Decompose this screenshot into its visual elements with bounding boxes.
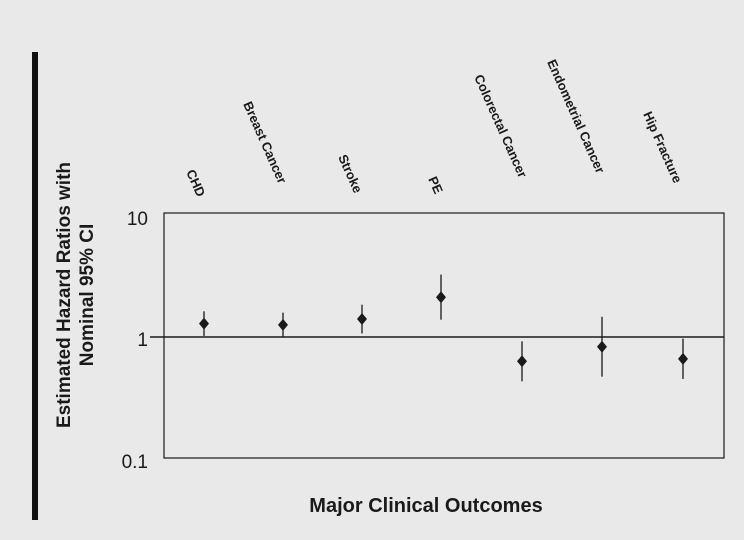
x-axis-title: Major Clinical Outcomes [309, 495, 542, 517]
estimate-point-1 [278, 318, 288, 331]
data-marks: CHD Breast Cancer Stroke PE Colorectal Cance… [150, 57, 724, 382]
category-label-2: Stroke [335, 152, 365, 195]
category-label-4: Colorectal Cancer [471, 72, 530, 180]
estimate-point-5 [597, 340, 607, 353]
estimate-point-0 [199, 317, 209, 330]
y-tick-label-0-1: 0.1 [122, 452, 148, 473]
estimate-point-3 [436, 291, 446, 304]
y-tick-label-1: 1 [137, 330, 148, 351]
category-label-3: PE [425, 174, 446, 196]
estimate-point-4 [517, 355, 527, 368]
category-label-1: Breast Cancer [240, 99, 290, 186]
y-axis-title-line-2: Nominal 95% CI [77, 224, 98, 367]
category-label-5: Endometrial Cancer [544, 57, 608, 175]
y-axis-title-line-1: Estimated Hazard Ratios with [54, 162, 75, 428]
y-tick-label-10: 10 [127, 209, 148, 230]
category-label-6: Hip Fracture [640, 109, 685, 185]
left-accent-bar [32, 52, 38, 520]
estimate-point-2 [357, 312, 367, 325]
plot-frame [163, 212, 725, 459]
estimate-point-6 [678, 352, 688, 365]
category-label-0: CHD [183, 167, 208, 199]
